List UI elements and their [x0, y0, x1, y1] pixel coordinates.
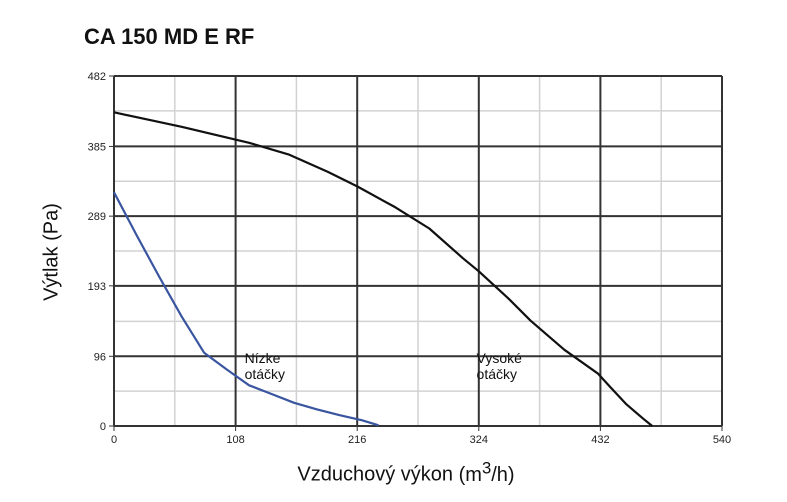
y-tick-label: 385 [88, 141, 106, 153]
x-tick-label: 0 [111, 434, 117, 446]
x-axis-label-text: Vzduchový výkon [297, 463, 454, 486]
y-tick-label: 96 [94, 351, 106, 363]
x-tick-label: 432 [591, 434, 609, 446]
series-label: Vysoké [477, 350, 523, 366]
minor-gridlines [114, 76, 722, 426]
y-tick-label: 289 [88, 211, 106, 223]
x-axis-unit: (m3/h) [458, 458, 515, 486]
tick-labels: 0 108 216 324 432 540 0 96 193 289 385 482 [88, 71, 732, 446]
y-axis-label: Výtlak (Pa) [40, 203, 63, 301]
x-tick-label: 324 [470, 434, 488, 446]
x-tick-label: 216 [348, 434, 366, 446]
y-tick-label: 0 [100, 421, 106, 433]
x-tick-label: 108 [226, 434, 244, 446]
series-label: otáčky [477, 366, 517, 382]
major-gridlines [109, 75, 723, 431]
series-line-high-speed [113, 111, 653, 427]
y-tick-label: 482 [88, 71, 106, 83]
chart-title: CA 150 MD E RF [84, 24, 255, 49]
series-label: Nízke [245, 350, 281, 366]
x-tick-label: 540 [713, 434, 731, 446]
series-lines [113, 111, 653, 427]
series-label: otáčky [245, 366, 285, 382]
series-line-low-speed [113, 191, 379, 427]
y-tick-label: 193 [88, 281, 106, 293]
x-axis-label: Vzduchový výkon (m3/h) [0, 458, 787, 487]
